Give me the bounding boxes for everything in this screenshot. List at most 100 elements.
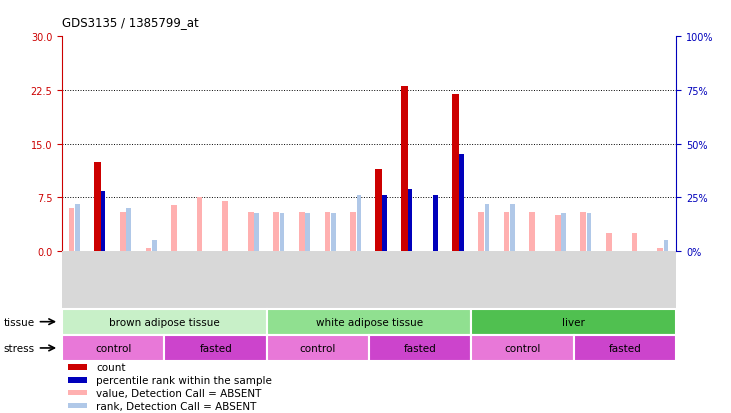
Bar	[254, 213, 259, 252]
Bar	[369, 335, 471, 361]
Bar	[548, 252, 574, 309]
Bar	[523, 252, 548, 309]
Bar	[497, 252, 523, 309]
Bar	[190, 37, 216, 252]
Bar	[88, 37, 113, 252]
Bar	[331, 213, 336, 252]
Text: fasted: fasted	[404, 343, 436, 353]
Bar	[299, 212, 305, 252]
Bar	[523, 37, 548, 252]
Bar	[267, 335, 369, 361]
Bar	[651, 37, 676, 252]
Bar	[62, 37, 88, 252]
Bar	[164, 37, 190, 252]
Bar	[94, 212, 100, 252]
Text: rank, Detection Call = ABSENT: rank, Detection Call = ABSENT	[96, 401, 257, 411]
Bar	[395, 37, 420, 252]
Bar	[471, 309, 676, 335]
Text: percentile rank within the sample: percentile rank within the sample	[96, 375, 272, 385]
Bar	[126, 209, 131, 252]
Bar	[145, 248, 151, 252]
Bar	[68, 364, 87, 370]
Bar	[446, 37, 471, 252]
Bar	[497, 37, 523, 252]
Bar	[452, 94, 459, 252]
Bar	[318, 252, 344, 309]
Text: fasted: fasted	[609, 343, 641, 353]
Bar	[325, 212, 330, 252]
Text: tissue: tissue	[4, 317, 34, 327]
Text: white adipose tissue: white adipose tissue	[316, 317, 423, 327]
Bar	[248, 212, 254, 252]
Bar	[350, 212, 356, 252]
Text: value, Detection Call = ABSENT: value, Detection Call = ABSENT	[96, 388, 261, 398]
Bar	[113, 252, 139, 309]
Bar	[625, 37, 651, 252]
Text: GDS3135 / 1385799_at: GDS3135 / 1385799_at	[62, 16, 199, 29]
Bar	[292, 37, 318, 252]
Bar	[88, 252, 113, 309]
Bar	[120, 212, 126, 252]
Bar	[529, 212, 535, 252]
Bar	[446, 252, 471, 309]
Bar	[587, 213, 591, 252]
Bar	[401, 87, 408, 252]
Bar	[344, 252, 369, 309]
Bar	[222, 202, 228, 252]
Bar	[574, 335, 676, 361]
Bar	[420, 252, 446, 309]
Bar	[318, 37, 344, 252]
Bar	[478, 212, 484, 252]
Bar	[62, 252, 88, 309]
Bar	[139, 252, 164, 309]
Bar	[471, 335, 574, 361]
Bar	[69, 209, 75, 252]
Bar	[357, 196, 361, 252]
Bar	[101, 192, 105, 252]
Bar	[280, 213, 284, 252]
Bar	[420, 37, 446, 252]
Bar	[171, 205, 177, 252]
Text: count: count	[96, 362, 126, 372]
Bar	[197, 198, 202, 252]
Bar	[139, 37, 164, 252]
Bar	[273, 212, 279, 252]
Bar	[504, 212, 510, 252]
Bar	[164, 335, 267, 361]
Bar	[113, 37, 139, 252]
Text: control: control	[95, 343, 132, 353]
Bar	[369, 37, 395, 252]
Bar	[369, 252, 395, 309]
Text: fasted: fasted	[200, 343, 232, 353]
Bar	[382, 196, 387, 252]
Bar	[68, 377, 87, 383]
Bar	[625, 252, 651, 309]
Bar	[485, 204, 489, 252]
Bar	[657, 248, 663, 252]
Bar	[574, 37, 599, 252]
Bar	[241, 252, 267, 309]
Bar	[375, 169, 382, 252]
Bar	[68, 403, 87, 408]
Bar	[580, 212, 586, 252]
Bar	[548, 37, 574, 252]
Bar	[561, 213, 566, 252]
Bar	[433, 196, 438, 252]
Bar	[62, 309, 267, 335]
Bar	[164, 252, 190, 309]
Bar	[471, 252, 497, 309]
Text: stress: stress	[4, 343, 34, 353]
Bar	[452, 212, 458, 252]
Bar	[190, 252, 216, 309]
Bar	[62, 335, 164, 361]
Bar	[267, 37, 292, 252]
Bar	[599, 37, 625, 252]
Bar	[664, 241, 668, 252]
Bar	[599, 252, 625, 309]
Bar	[216, 37, 241, 252]
Bar	[408, 190, 412, 252]
Bar	[433, 196, 438, 252]
Bar	[152, 241, 156, 252]
Text: liver: liver	[562, 317, 586, 327]
Bar	[459, 155, 463, 252]
